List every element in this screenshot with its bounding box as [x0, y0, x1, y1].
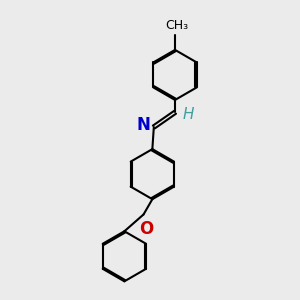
Text: CH₃: CH₃ — [165, 19, 188, 32]
Text: N: N — [136, 116, 150, 134]
Text: O: O — [139, 220, 154, 238]
Text: H: H — [182, 107, 194, 122]
